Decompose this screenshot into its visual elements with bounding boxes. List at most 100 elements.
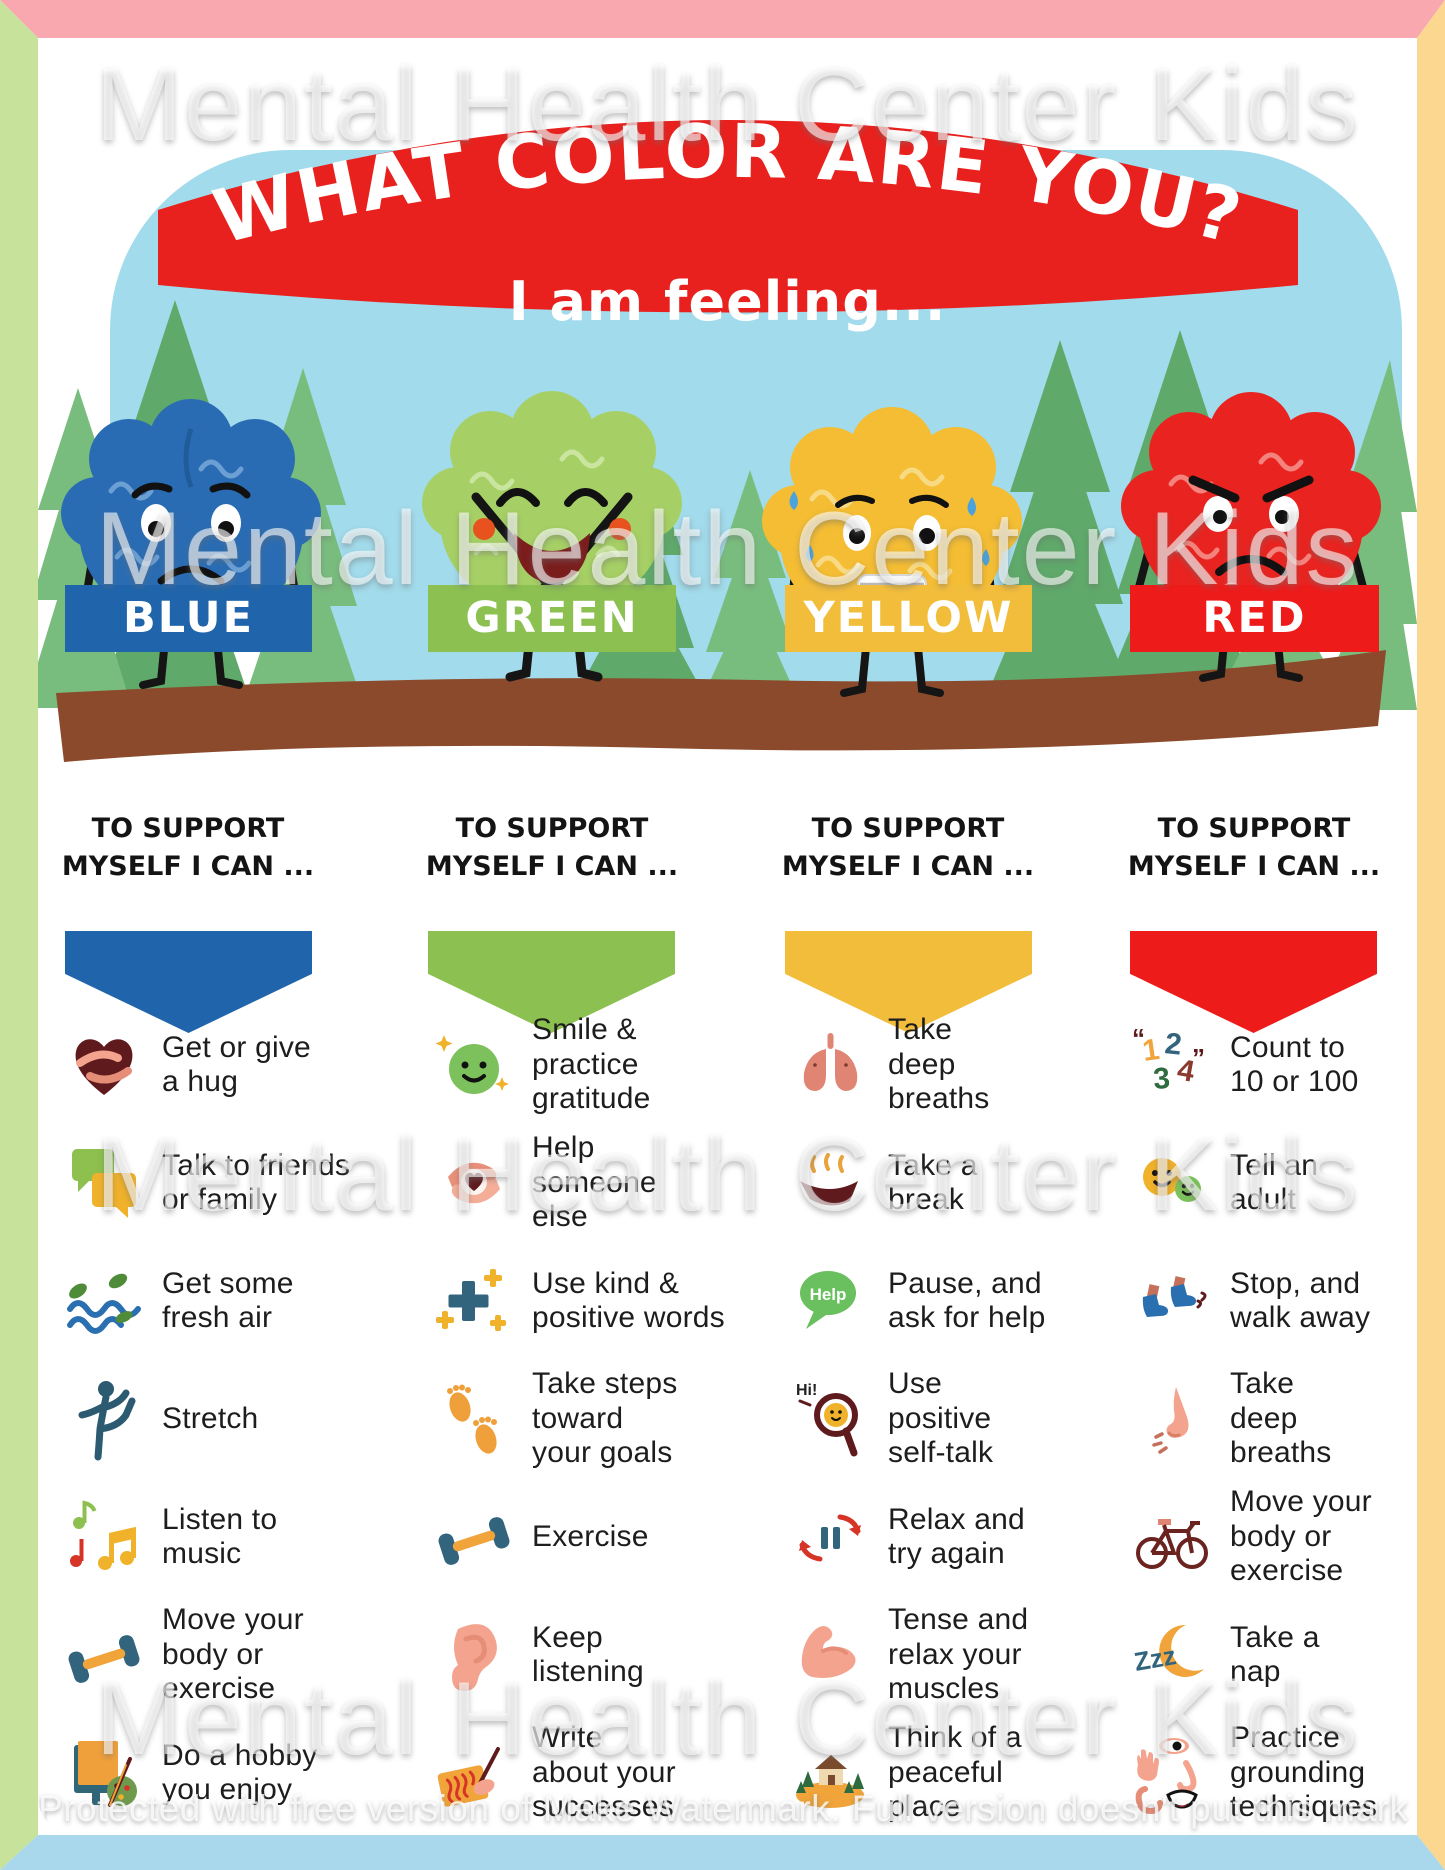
happy-green-brain-icon (422, 391, 682, 682)
item-label: Smile & practice gratitude (532, 1013, 651, 1116)
item-label: Keep listening (532, 1620, 644, 1689)
item-label: Practice grounding techniques (1230, 1721, 1378, 1824)
lungs-icon (786, 1021, 874, 1109)
item-label: Get or give a hug (162, 1030, 311, 1099)
frame-top (0, 0, 1445, 38)
item-label: Take a nap (1230, 1620, 1320, 1689)
list-item: Take a break (786, 1124, 1116, 1242)
frame-left (0, 0, 38, 1870)
item-label: Use positive self-talk (888, 1367, 994, 1470)
ground-log (56, 650, 1386, 762)
item-label: Move your body or exercise (162, 1603, 304, 1706)
list-item: Think of a peaceful place (786, 1714, 1116, 1832)
music-notes-icon (60, 1493, 148, 1581)
dumbbell-icon (60, 1611, 148, 1699)
dumbbell-icon (430, 1493, 518, 1581)
art-easel-icon (60, 1729, 148, 1817)
item-label: Count to 10 or 100 (1230, 1030, 1359, 1099)
support-heading-yellow: TO SUPPORT MYSELF I CAN ... (781, 813, 1035, 882)
chat-bubbles-icon (60, 1139, 148, 1227)
item-label: Think of a peaceful place (888, 1721, 1022, 1824)
item-label: Write about your successes (532, 1721, 676, 1824)
column-green: Smile & practice gratitude Help someone … (430, 1006, 760, 1832)
list-item: Smile & practice gratitude (430, 1006, 760, 1124)
ear-icon (430, 1611, 518, 1699)
support-heading-red: TO SUPPORT MYSELF I CAN ... (1127, 813, 1381, 882)
item-label: Tense and relax your muscles (888, 1603, 1029, 1706)
item-label: Tell an adult (1230, 1148, 1319, 1217)
title-banner: WHAT COLOR ARE YOU? (158, 109, 1298, 313)
column-yellow: Take deep breaths Take a break Help (786, 1006, 1116, 1832)
item-label: Pause, and ask for help (888, 1266, 1046, 1335)
list-item: Zzz Take a nap (1128, 1596, 1417, 1714)
fresh-air-waves-icon (60, 1257, 148, 1345)
list-item: Talk to friends or family (60, 1124, 390, 1242)
flexed-bicep-icon (786, 1611, 874, 1699)
digit-1: 1 (1140, 1033, 1161, 1068)
zzz-text: Zzz (1132, 1640, 1178, 1677)
list-item: Exercise (430, 1478, 760, 1596)
column-blue: Get or give a hug Talk to friends or fam… (60, 1006, 390, 1832)
list-item: Get or give a hug (60, 1006, 390, 1124)
hands-holding-heart-icon (430, 1139, 518, 1227)
list-item: Do a hobby you enjoy (60, 1714, 390, 1832)
digit-2: 2 (1163, 1027, 1183, 1062)
help-bubble-text: Help (810, 1285, 847, 1304)
tea-cup-icon (786, 1139, 874, 1227)
list-item: Relax and try again (786, 1478, 1116, 1596)
list-item: Hi! Use positive self-talk (786, 1360, 1116, 1478)
list-item: Keep listening (430, 1596, 760, 1714)
pause-retry-icon (786, 1493, 874, 1581)
list-item: Move your body or exercise (60, 1596, 390, 1714)
list-item: “ ” 1 2 3 4 Count to 10 or 100 (1128, 1006, 1417, 1124)
color-label-yellow: YELLOW (785, 585, 1032, 652)
item-label: Take deep breaths (1230, 1367, 1332, 1470)
digit-3: 3 (1152, 1062, 1171, 1096)
digit-4: 4 (1175, 1053, 1197, 1088)
item-label: Move your body or exercise (1230, 1485, 1372, 1588)
item-label: Stop, and walk away (1230, 1266, 1371, 1335)
svg-text:”: ” (1192, 1043, 1205, 1073)
poster-card: WHAT COLOR ARE YOU? I am feeling... (38, 38, 1417, 1835)
anxious-yellow-brain-icon (762, 407, 1022, 697)
list-item: Take deep breaths (786, 1006, 1116, 1124)
item-label: Stretch (162, 1401, 259, 1435)
nap-moon-icon: Zzz (1128, 1611, 1216, 1699)
sad-blue-brain-icon (61, 399, 321, 689)
peaceful-place-icon (786, 1729, 874, 1817)
list-item: Tense and relax your muscles (786, 1596, 1116, 1714)
walking-away-feet-icon (1128, 1257, 1216, 1345)
stretching-person-icon (60, 1375, 148, 1463)
subtitle: I am feeling... (508, 270, 947, 333)
hug-heart-icon (60, 1021, 148, 1109)
counting-numbers-icon: “ ” 1 2 3 4 (1128, 1021, 1216, 1109)
item-label: Get some fresh air (162, 1266, 294, 1335)
list-item: Take deep breaths (1128, 1360, 1417, 1478)
list-item: Help Pause, and ask for help (786, 1242, 1116, 1360)
footprints-icon (430, 1375, 518, 1463)
list-item: Write about your successes (430, 1714, 760, 1832)
color-label-green: GREEN (428, 585, 676, 652)
breathing-nose-icon (1128, 1375, 1216, 1463)
writing-hand-icon (430, 1729, 518, 1817)
item-label: Use kind & positive words (532, 1266, 725, 1335)
list-item: Use kind & positive words (430, 1242, 760, 1360)
list-item: Stop, and walk away (1128, 1242, 1417, 1360)
list-item: Listen to music (60, 1478, 390, 1596)
angry-red-brain-icon (1121, 392, 1381, 682)
color-label-blue: BLUE (65, 585, 312, 652)
smiley-sparkle-icon (430, 1021, 518, 1109)
frame-right (1417, 0, 1445, 1870)
list-item: Help someone else (430, 1124, 760, 1242)
item-label: Help someone else (532, 1131, 657, 1234)
svg-text:“: “ (1132, 1023, 1145, 1053)
hi-text: Hi! (796, 1382, 817, 1399)
item-label: Talk to friends or family (162, 1148, 351, 1217)
list-item: Tell an adult (1128, 1124, 1417, 1242)
list-item: Take steps toward your goals (430, 1360, 760, 1478)
list-item: Practice grounding techniques (1128, 1714, 1417, 1832)
item-label: Listen to music (162, 1502, 278, 1571)
item-label: Exercise (532, 1519, 649, 1553)
item-label: Take steps toward your goals (532, 1367, 678, 1470)
